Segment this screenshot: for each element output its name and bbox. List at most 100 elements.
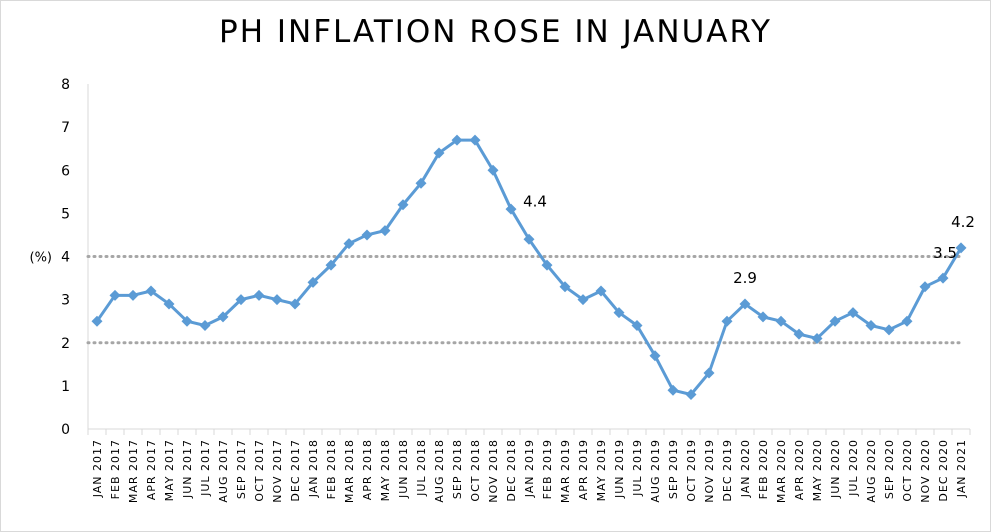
x-tick-label: MAR 2017 (127, 439, 140, 503)
x-tick-label: MAY 2017 (163, 439, 176, 501)
x-tick-label: NOV 2017 (271, 439, 284, 503)
x-tick-label: JAN 2020 (739, 439, 752, 498)
x-tick-label: JAN 2021 (955, 439, 968, 498)
data-point (91, 315, 103, 327)
data-point (955, 242, 967, 254)
data-point (613, 307, 625, 319)
data-point (181, 315, 193, 327)
data-point (829, 315, 841, 327)
data-point (721, 315, 733, 327)
data-point (235, 294, 247, 306)
x-tick-label: AUG 2019 (649, 439, 662, 503)
y-tick-label: 1 (61, 379, 70, 395)
x-tick-label: DEC 2018 (505, 439, 518, 502)
y-axis-label: (%) (30, 251, 53, 266)
x-tick-label: MAR 2018 (343, 439, 356, 503)
data-point (109, 289, 121, 301)
data-point (145, 285, 157, 297)
x-tick-label: FEB 2020 (757, 439, 770, 499)
data-label: 2.9 (733, 269, 757, 287)
x-tick-label: MAY 2020 (811, 439, 824, 501)
x-tick-label: FEB 2017 (109, 439, 122, 499)
x-tick-label: JUL 2020 (847, 439, 860, 497)
data-point (937, 272, 949, 284)
x-tick-label: JAN 2017 (91, 439, 104, 498)
data-point (253, 289, 265, 301)
x-tick-label: OCT 2017 (253, 439, 266, 502)
data-point (451, 134, 463, 146)
data-point (271, 294, 283, 306)
data-point (397, 199, 409, 211)
x-tick-label: SEP 2019 (667, 439, 680, 499)
x-tick-label: APR 2017 (145, 439, 158, 500)
data-label: 4.2 (951, 213, 975, 231)
x-tick-label: APR 2020 (793, 439, 806, 500)
data-point (847, 307, 859, 319)
data-point (307, 276, 319, 288)
data-point (901, 315, 913, 327)
x-tick-label: JUN 2020 (829, 439, 842, 499)
data-point (685, 389, 697, 400)
y-tick-label: 4 (61, 250, 70, 266)
x-tick-label: OCT 2020 (901, 439, 914, 502)
y-tick-label: 8 (61, 77, 70, 93)
y-tick-label: 5 (61, 206, 70, 222)
data-point (883, 324, 895, 336)
data-point (325, 259, 337, 271)
x-tick-label: MAR 2019 (559, 439, 572, 503)
data-point (469, 134, 481, 146)
data-point (793, 328, 805, 340)
y-tick-label: 0 (61, 422, 70, 438)
x-tick-label: FEB 2018 (325, 439, 338, 499)
data-point (415, 177, 427, 189)
x-tick-label: AUG 2020 (865, 439, 878, 503)
data-labels: 4.4 2.9 3.5 4.2 (523, 192, 975, 287)
data-point (523, 233, 535, 245)
y-axis: 0 1 2 3 4 5 6 7 8 (61, 77, 89, 438)
data-point (667, 384, 679, 396)
data-point (487, 164, 499, 176)
x-tick-label: JUL 2018 (415, 439, 428, 497)
x-tick-label: DEC 2019 (721, 439, 734, 502)
x-tick-label: MAY 2019 (595, 439, 608, 501)
data-point (577, 294, 589, 306)
y-tick-label: 6 (61, 163, 70, 179)
data-label: 4.4 (523, 192, 547, 210)
x-tick-label: MAR 2020 (775, 439, 788, 503)
data-point (127, 289, 139, 301)
y-tick-label: 3 (61, 293, 70, 309)
data-point (757, 311, 769, 323)
data-point (865, 320, 877, 331)
data-point (739, 298, 751, 310)
series-inflation (91, 134, 967, 400)
reference-lines (86, 255, 964, 345)
chart-title: PH INFLATION ROSE IN JANUARY (219, 14, 772, 50)
x-tick-label: AUG 2017 (217, 439, 230, 503)
data-point (361, 229, 373, 241)
data-point (775, 315, 787, 327)
data-point (199, 320, 211, 331)
data-point (541, 259, 553, 271)
x-tick-label: NOV 2020 (919, 439, 932, 503)
x-tick-label: FEB 2019 (541, 439, 554, 499)
x-tick-label: JUN 2019 (613, 439, 626, 499)
x-tick-label: OCT 2019 (685, 439, 698, 502)
x-tick-label: DEC 2020 (937, 439, 950, 502)
data-point (433, 147, 445, 159)
x-tick-label: JUL 2019 (631, 439, 644, 497)
data-point (217, 311, 229, 323)
data-point (289, 298, 301, 310)
y-tick-label: 7 (61, 120, 70, 136)
x-tick-label: SEP 2020 (883, 439, 896, 499)
data-point (703, 367, 715, 379)
x-tick-label: NOV 2019 (703, 439, 716, 503)
x-tick-label: MAY 2018 (379, 439, 392, 501)
data-point (559, 281, 571, 293)
x-tick-label: OCT 2018 (469, 439, 482, 502)
x-axis: JAN 2017 FEB 2017 MAR 2017 APR 2017 MAY 2017… (87, 428, 971, 503)
data-point (649, 350, 661, 362)
x-tick-label: APR 2019 (577, 439, 590, 500)
x-tick-label: JUN 2018 (397, 439, 410, 499)
x-tick-label: DEC 2017 (289, 439, 302, 502)
